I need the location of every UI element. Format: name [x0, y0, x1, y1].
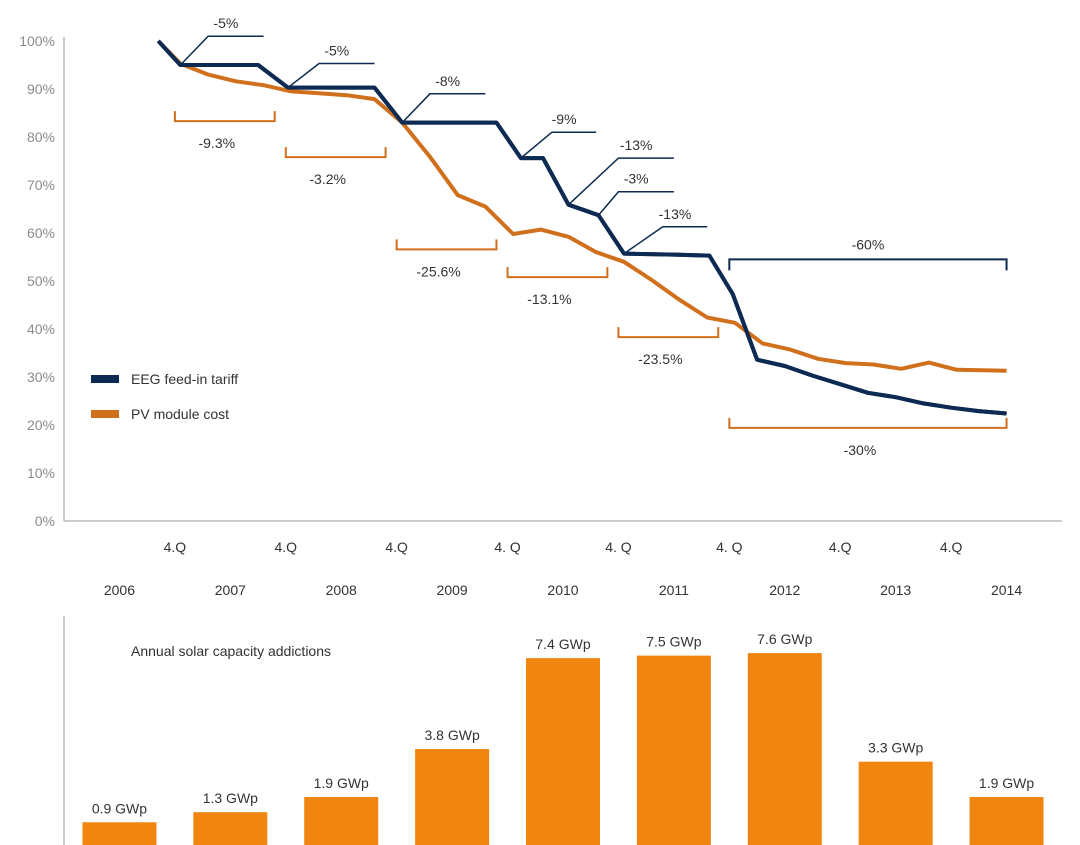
y-tick-label: 40% [27, 321, 55, 337]
tariff-cut-leader [179, 35, 264, 66]
tariff-cut-leader [401, 93, 486, 124]
bar-value-label: 1.9 GWp [314, 775, 369, 791]
bar-chart: Annual solar capacity addictions 0.9 GWp… [63, 616, 1044, 845]
module-bracket-label: -3.2% [309, 171, 346, 187]
bar-value-label: 1.9 GWp [979, 775, 1034, 791]
bar-2007 [193, 812, 268, 845]
bar-2008 [304, 797, 379, 845]
bar-value-label: 0.9 GWp [92, 800, 147, 816]
year-label: 2010 [547, 582, 578, 598]
year-label: 2011 [659, 582, 689, 598]
quarter-label: 4.Q [829, 539, 852, 555]
year-label: 2009 [437, 582, 468, 598]
module-bracket [506, 267, 609, 279]
year-label: 2007 [215, 582, 246, 598]
tariff-bracket-label: -60% [852, 236, 885, 252]
module-bracket-label: -13.1% [527, 291, 571, 307]
quarter-label: 4. Q [494, 539, 521, 555]
year-label: 2008 [326, 582, 357, 598]
quarter-label: 4.Q [385, 539, 408, 555]
tariff-bracket [728, 258, 1008, 271]
y-tick-label: 20% [27, 417, 55, 433]
module-bracket [284, 147, 387, 159]
module-bracket-label: -9.3% [198, 135, 235, 151]
series-line-pv-module-cost [156, 39, 1007, 373]
series-line-eeg-feed-in-tariff [156, 39, 1007, 416]
bar-2010 [526, 658, 600, 845]
tariff-cut-leader [287, 62, 375, 89]
bar-2012 [747, 653, 822, 845]
tariff-cut-leader [568, 157, 674, 206]
series-line-eeg-overlay [156, 39, 1007, 416]
module-bracket [728, 417, 1008, 429]
module-bracket [173, 111, 276, 123]
y-tick-label: 70% [27, 177, 55, 193]
tariff-cut-label: -9% [552, 111, 577, 127]
y-tick-label: 100% [19, 33, 55, 49]
legend-swatch-eeg [91, 375, 119, 383]
tariff-cut-label: -3% [624, 171, 649, 187]
bar-value-label: 3.8 GWp [424, 727, 479, 743]
y-tick-label: 60% [27, 225, 55, 241]
y-tick-label: 90% [27, 81, 55, 97]
quarter-label: 4. Q [716, 539, 743, 555]
tariff-cut-leader [623, 226, 708, 255]
bar-value-label: 3.3 GWp [868, 740, 923, 756]
bar-2013 [858, 761, 933, 845]
y-tick-label: 50% [27, 273, 55, 289]
quarter-label: 4. Q [605, 539, 632, 555]
bar-2006 [82, 822, 157, 845]
year-label: 2014 [991, 582, 1022, 598]
bar-value-label: 7.6 GWp [757, 631, 812, 647]
year-label: 2013 [880, 582, 911, 598]
year-label: 2012 [769, 582, 800, 598]
module-bracket-label: -23.5% [638, 351, 682, 367]
bar-chart-title: Annual solar capacity addictions [131, 643, 331, 659]
tariff-cut-leader [597, 190, 674, 216]
lines [156, 39, 1007, 416]
quarter-label: 4.Q [274, 539, 297, 555]
bar-2009 [415, 749, 490, 845]
module-bracket [617, 327, 720, 339]
y-tick-label: 30% [27, 369, 55, 385]
bar-2014 [969, 797, 1044, 845]
bar-value-label: 7.5 GWp [646, 634, 701, 650]
quarter-label: 4.Q [940, 539, 963, 555]
tariff-cut-leader [520, 131, 597, 159]
bar-value-label: 1.3 GWp [203, 790, 258, 806]
y-tick-label: 10% [27, 465, 55, 481]
tariff-cut-label: -8% [435, 73, 460, 89]
tariff-cut-label: -5% [324, 43, 349, 59]
tariff-cut-label: -13% [659, 206, 692, 222]
module-bracket-label: -25.6% [416, 263, 460, 279]
legend-label-eeg: EEG feed-in tariff [131, 371, 238, 387]
legend-swatch-pv [91, 410, 119, 418]
legend: EEG feed-in tariff PV module cost [91, 371, 238, 422]
quarter-label: 4.Q [164, 539, 187, 555]
y-tick-label: 80% [27, 129, 55, 145]
y-tick-label: 0% [35, 513, 55, 529]
module-bracket [395, 239, 498, 251]
annotations: -5% -5% -8% -9% -13% -3% -13% -60% -9.3% -3.2% -25… [173, 15, 1008, 458]
tariff-cut-label: -13% [620, 137, 653, 153]
bar-2011 [636, 655, 711, 845]
bar-value-label: 7.4 GWp [535, 636, 590, 652]
legend-label-pv: PV module cost [131, 406, 229, 422]
year-label: 2006 [104, 582, 135, 598]
axes: 0% 10% 20% 30% 40% 50% 60% 70% 80% 90% 100% 4.Q 4.Q 4… [19, 33, 1062, 598]
tariff-cut-label: -5% [213, 15, 238, 31]
module-bracket-label: -30% [844, 442, 877, 458]
